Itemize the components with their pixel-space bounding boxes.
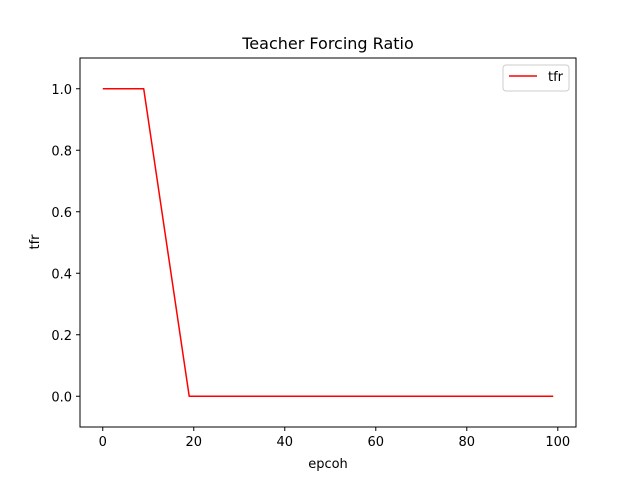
x-tick-label: 20 xyxy=(185,435,202,450)
y-tick-label: 0.4 xyxy=(51,267,72,282)
x-tick-label: 40 xyxy=(276,435,293,450)
x-tick-label: 100 xyxy=(545,435,570,450)
x-tick-label: 60 xyxy=(368,435,385,450)
x-tick-label: 0 xyxy=(99,435,107,450)
series-line-tfr xyxy=(102,88,554,397)
y-tick-label: 0.2 xyxy=(51,329,72,344)
x-axis-label: epcoh xyxy=(308,457,348,472)
series-group xyxy=(102,88,554,397)
x-tick-label: 80 xyxy=(459,435,476,450)
legend-label-tfr: tfr xyxy=(548,70,564,85)
y-tick-label: 0.0 xyxy=(51,390,72,405)
y-tick-label: 0.8 xyxy=(51,144,72,159)
chart-title: Teacher Forcing Ratio xyxy=(241,34,414,53)
y-axis-label: tfr xyxy=(28,234,43,250)
legend-box xyxy=(502,64,570,92)
y-tick-label: 0.6 xyxy=(51,206,72,221)
plot-area-frame xyxy=(79,57,577,428)
y-tick-label: 1.0 xyxy=(51,83,72,98)
y-axis-ticks: 0.0 0.2 0.4 0.6 0.8 1.0 xyxy=(51,83,80,405)
x-axis-ticks: 0 20 40 60 80 100 xyxy=(99,427,570,450)
legend: tfr xyxy=(502,64,570,92)
